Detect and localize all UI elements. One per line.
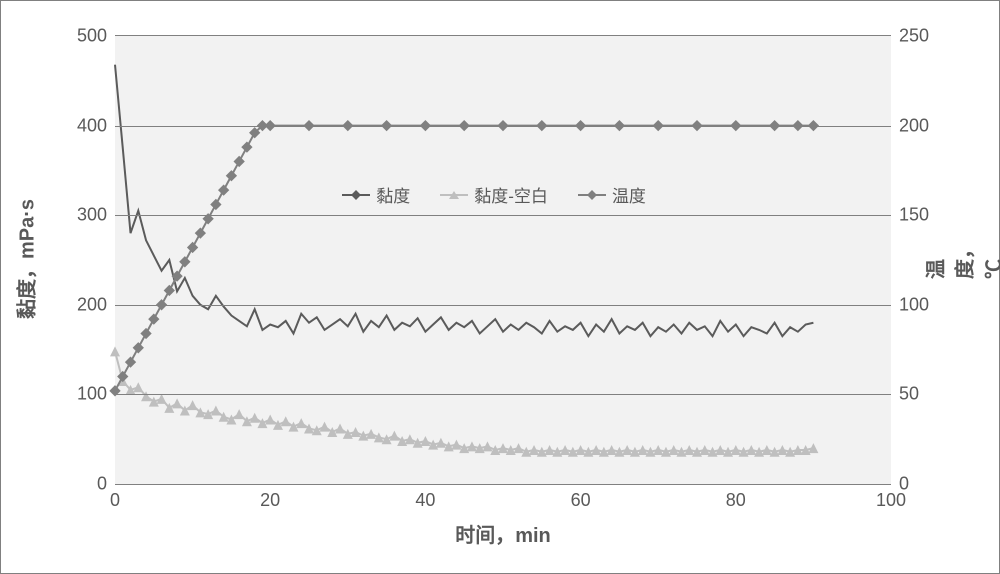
- marker-viscosity_blank: [389, 431, 399, 441]
- legend-item: 温度: [578, 182, 646, 207]
- y-right-tick-label: 200: [899, 115, 929, 136]
- marker-temperature: [195, 227, 206, 238]
- gridline: [115, 126, 891, 127]
- legend-label: 黏度: [376, 182, 410, 207]
- marker-temperature: [140, 328, 151, 339]
- series-temperature: [115, 126, 813, 391]
- y-right-tick-label: 50: [899, 384, 919, 405]
- y-left-tick-label: 200: [77, 294, 107, 315]
- marker-temperature: [210, 199, 221, 210]
- y-left-tick-label: 400: [77, 115, 107, 136]
- marker-temperature: [218, 184, 229, 195]
- y-right-tick-label: 100: [899, 294, 929, 315]
- marker-viscosity_blank: [296, 418, 306, 428]
- marker-viscosity_blank: [172, 398, 182, 408]
- marker-viscosity_blank: [188, 400, 198, 410]
- y-right-tick-label: 150: [899, 205, 929, 226]
- legend-label: 黏度-空白: [474, 182, 548, 207]
- x-tick-label: 80: [726, 490, 746, 511]
- legend-swatch: [440, 194, 468, 196]
- legend-swatch: [578, 194, 606, 196]
- plot-area: 0100200300400500050100150200250020406080…: [115, 35, 891, 485]
- marker-temperature: [241, 141, 252, 152]
- marker-temperature: [125, 356, 136, 367]
- marker-temperature: [179, 256, 190, 267]
- y-right-axis-title: 温度，℃: [920, 239, 1000, 279]
- x-tick-label: 60: [571, 490, 591, 511]
- legend-label: 温度: [612, 182, 646, 207]
- marker-temperature: [117, 371, 128, 382]
- y-left-tick-label: 500: [77, 26, 107, 47]
- marker-viscosity_blank: [265, 414, 275, 424]
- x-tick-label: 20: [260, 490, 280, 511]
- series-viscosity_blank: [115, 351, 813, 451]
- x-axis-title: 时间，min: [455, 519, 551, 548]
- marker-temperature: [133, 342, 144, 353]
- marker-viscosity_blank: [320, 422, 330, 432]
- gridline: [115, 394, 891, 395]
- y-left-tick-label: 300: [77, 205, 107, 226]
- marker-viscosity_blank: [110, 346, 120, 356]
- y-right-tick-label: 250: [899, 26, 929, 47]
- legend-item: 黏度-空白: [440, 182, 548, 207]
- chart-svg: [115, 36, 891, 484]
- y-left-axis-title: 黏度，mPa·s: [11, 199, 40, 319]
- marker-viscosity_blank: [335, 423, 345, 433]
- legend: 黏度 黏度-空白 温度: [332, 178, 656, 211]
- y-left-tick-label: 100: [77, 384, 107, 405]
- marker-temperature: [226, 170, 237, 181]
- marker-viscosity_blank: [133, 382, 143, 392]
- x-tick-label: 40: [415, 490, 435, 511]
- y-left-tick-label: 0: [97, 474, 107, 495]
- marker-temperature: [187, 242, 198, 253]
- legend-swatch: [342, 194, 370, 196]
- marker-viscosity_blank: [211, 406, 221, 416]
- x-tick-label: 100: [876, 490, 906, 511]
- marker-temperature: [234, 156, 245, 167]
- marker-viscosity_blank: [281, 416, 291, 426]
- gridline: [115, 215, 891, 216]
- chart-container: 0100200300400500050100150200250020406080…: [0, 0, 1000, 574]
- marker-viscosity_blank: [234, 409, 244, 419]
- gridline: [115, 305, 891, 306]
- legend-item: 黏度: [342, 182, 410, 207]
- marker-viscosity_blank: [250, 413, 260, 423]
- marker-temperature: [164, 285, 175, 296]
- x-tick-label: 0: [110, 490, 120, 511]
- marker-temperature: [148, 313, 159, 324]
